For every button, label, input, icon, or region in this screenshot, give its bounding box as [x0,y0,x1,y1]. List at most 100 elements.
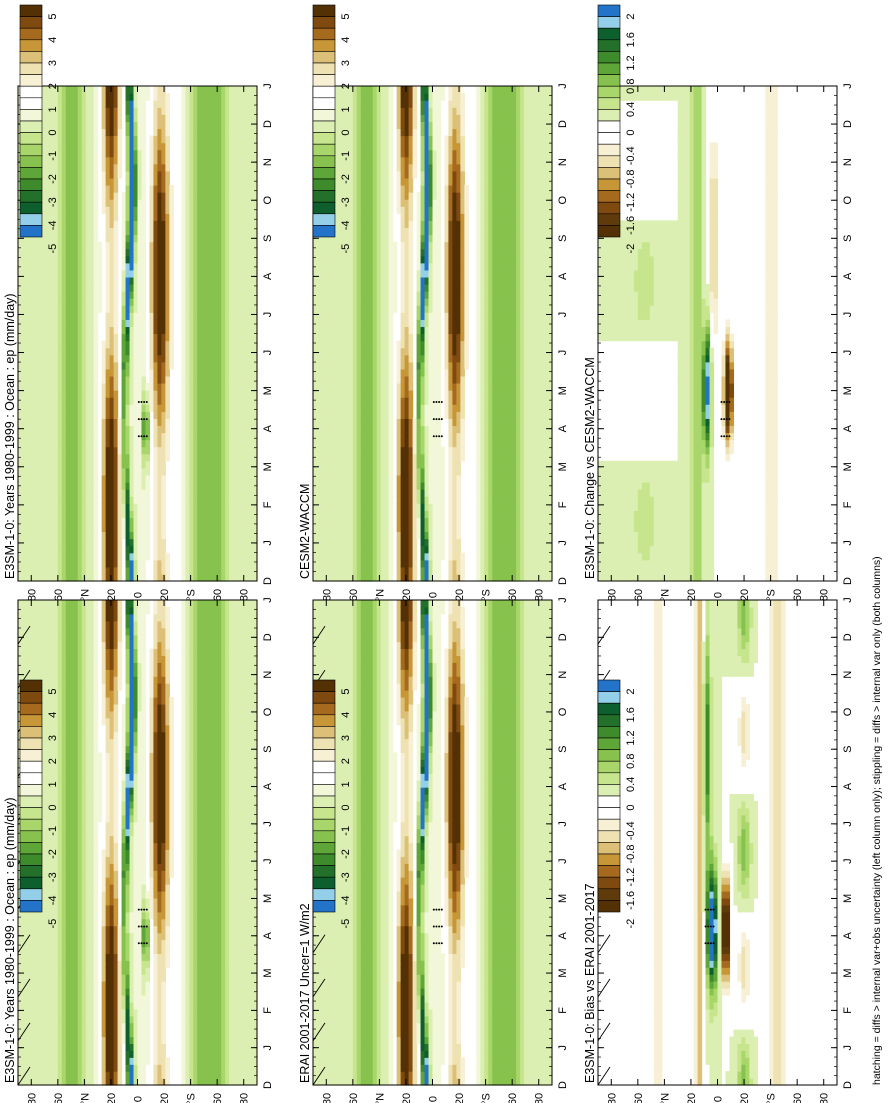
heatmap-cell [41,156,47,165]
heatmap-cell [205,170,210,179]
heatmap-cell [189,135,194,144]
heatmap-cell [217,361,222,370]
heatmap-cell [225,368,230,377]
heatmap-cell [137,573,143,582]
heatmap-cell [33,284,39,292]
heatmap-cell [45,390,51,398]
heatmap-cell [189,453,194,462]
heatmap-cell [336,284,342,292]
heatmap-cell [53,177,59,186]
heatmap-cell [205,432,210,441]
heatmap-cell [225,93,230,101]
heatmap-cell [129,185,135,193]
heatmap-cell [221,432,226,441]
heatmap-cell [324,489,330,497]
heatmap-cell [85,298,91,306]
heatmap-cell [229,566,234,575]
heatmap-cell [73,93,79,101]
heatmap-cell [89,192,95,200]
heatmap-cell [69,375,75,384]
heatmap-cell [21,510,27,518]
heatmap-cell [340,453,346,462]
heatmap-cell [105,227,111,236]
heatmap-cell [113,262,119,271]
heatmap-cell [29,354,35,363]
heatmap-cell [229,340,234,349]
heatmap-cell [89,517,95,526]
heatmap-cell [217,241,222,250]
heatmap-cell [324,333,330,342]
heatmap-cell [189,432,194,441]
heatmap-cell [57,482,63,490]
heatmap-cell [316,326,322,335]
heatmap-cell [89,326,95,335]
heatmap-cell [37,347,43,356]
heatmap-cell [161,319,166,328]
heatmap-cell [165,220,170,229]
heatmap-cell [209,545,214,554]
heatmap-cell [245,170,250,179]
heatmap-cell [49,390,55,398]
heatmap-cell [241,248,246,257]
heatmap-cell [137,460,143,469]
heatmap-cell [157,566,162,575]
heatmap-cell [85,262,91,271]
heatmap-cell [49,298,55,306]
heatmap-cell [53,361,59,370]
heatmap-cell [332,510,338,518]
heatmap-cell [69,305,75,313]
heatmap-cell [69,234,75,243]
heatmap-cell [348,220,354,229]
heatmap-cell [69,93,75,101]
heatmap-cell [313,538,318,547]
heatmap-cell [364,489,370,497]
heatmap-cell [229,107,234,115]
heatmap-cell [217,538,222,547]
heatmap-cell [336,298,342,306]
heatmap-cell [153,192,159,200]
heatmap-cell [29,397,35,405]
heatmap-cell [33,411,39,419]
heatmap-cell [137,128,143,137]
heatmap-cell [129,482,135,490]
heatmap-cell [57,142,63,151]
heatmap-cell [49,199,55,207]
heatmap-cell [344,573,350,582]
heatmap-cell [332,432,338,441]
heatmap-cell [213,227,218,236]
heatmap-cell [213,121,218,130]
heatmap-cell [153,163,159,172]
heatmap-cell [189,248,194,257]
heatmap-cell [193,347,198,356]
heatmap-cell [61,192,67,200]
heatmap-cell [77,269,83,278]
heatmap-cell [241,375,246,384]
heatmap-cell [53,439,59,448]
heatmap-cell [77,538,83,547]
heatmap-cell [344,517,350,526]
heatmap-cell [161,269,166,278]
heatmap-cell [73,163,79,172]
heatmap-cell [193,312,198,320]
heatmap-cell [193,234,198,243]
heatmap-cell [73,354,79,363]
heatmap-cell [356,121,362,130]
heatmap-cell [37,467,43,476]
heatmap-cell [85,199,91,207]
heatmap-cell [129,460,135,469]
heatmap-cell [161,156,166,165]
heatmap-cell [69,269,75,278]
heatmap-cell [65,291,71,299]
heatmap-cell [69,432,75,441]
heatmap-cell [153,213,159,221]
heatmap-cell [157,199,162,207]
heatmap-cell [37,453,43,462]
heatmap-cell [336,474,342,483]
heatmap-cell [73,262,79,271]
heatmap-cell [33,531,39,540]
heatmap-cell [57,220,63,229]
heatmap-cell [253,248,258,257]
heatmap-cell [137,86,143,94]
heatmap-cell [93,482,99,490]
heatmap-cell [348,276,354,285]
